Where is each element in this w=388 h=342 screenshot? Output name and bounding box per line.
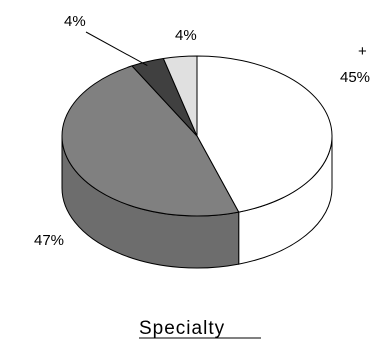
pie-slice-1 — [61, 65, 240, 217]
slice-label-45: 45% — [340, 69, 370, 86]
chart-title: Specialty — [139, 318, 225, 339]
slice-label-plus: + — [358, 43, 367, 60]
slice-label-4-dark: 4% — [64, 13, 86, 30]
pie-layer — [61, 55, 333, 269]
slice-label-4-light: 4% — [175, 27, 197, 44]
slice-label-47: 47% — [34, 232, 64, 249]
pie-slice-3 — [162, 55, 198, 137]
pie-slice-0 — [196, 55, 333, 213]
slice-leader-line — [85, 31, 148, 67]
